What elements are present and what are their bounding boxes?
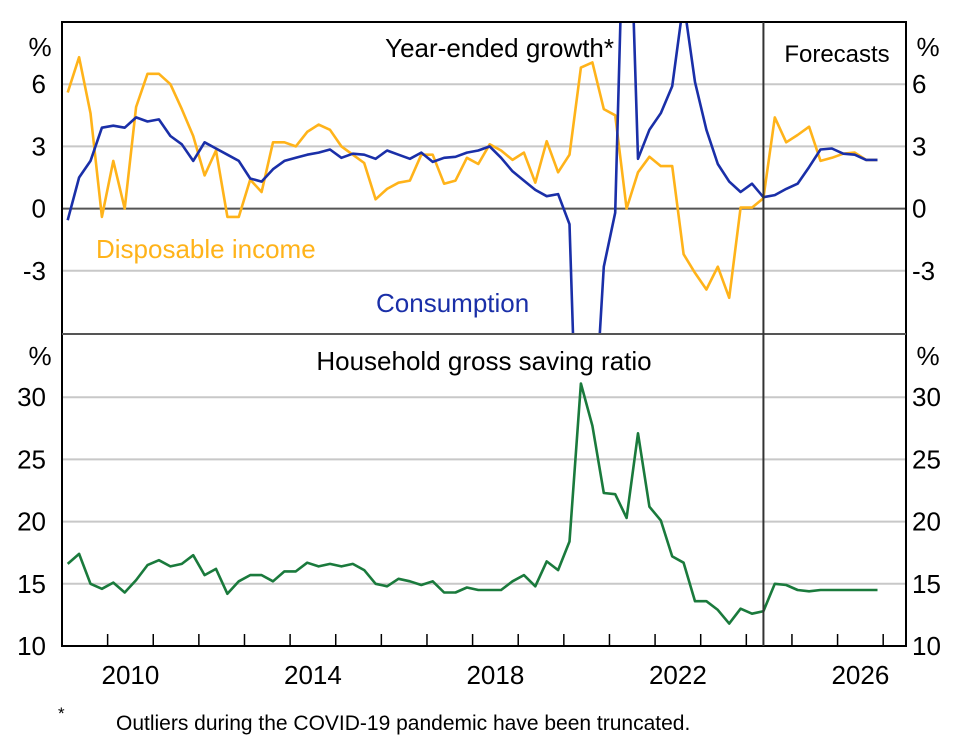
series-line-household-gross-saving-ratio <box>66 382 878 625</box>
top-right-unit-label: % <box>916 32 939 62</box>
series-line-consumption <box>66 22 878 333</box>
top-panel-title: Year-ended growth* <box>385 33 614 63</box>
x-tick-label: 2018 <box>466 660 524 690</box>
x-tick-label: 2014 <box>284 660 342 690</box>
y-tick-label-left: 20 <box>17 507 46 537</box>
y-tick-label-left: 15 <box>17 569 46 599</box>
x-axis-labels: 2010 2014 2018 2022 2026 <box>102 660 890 690</box>
forecasts-label: Forecasts <box>784 41 889 68</box>
consumption-label: Consumption <box>376 288 529 318</box>
series-line-disposable-income <box>66 55 878 300</box>
disposable-income-label: Disposable income <box>96 234 316 264</box>
y-tick-label-right: 3 <box>912 131 926 161</box>
top-left-unit-label: % <box>28 32 51 62</box>
bottom-panel-title: Household gross saving ratio <box>316 346 651 376</box>
footnote-text: Outliers during the COVID-19 pandemic ha… <box>116 712 691 735</box>
y-axis-labels: -3 -3 0 0 3 3 6 6 10 10 15 15 20 20 25 25 30 30 <box>17 69 941 661</box>
y-tick-label-left: 6 <box>32 69 46 99</box>
y-tick-label-right: 25 <box>912 444 941 474</box>
y-tick-label-left: 25 <box>17 444 46 474</box>
x-tick-label: 2010 <box>102 660 160 690</box>
y-tick-label-right: 15 <box>912 569 941 599</box>
footnote-mark: * <box>58 704 65 723</box>
bottom-left-unit-label: % <box>28 341 51 371</box>
y-tick-label-right: -3 <box>912 256 935 286</box>
y-tick-label-right: 30 <box>912 382 941 412</box>
bottom-panel-gridlines <box>62 396 906 585</box>
y-tick-label-right: 20 <box>912 507 941 537</box>
y-tick-label-left: 30 <box>17 382 46 412</box>
y-tick-label-right: 10 <box>912 631 941 661</box>
y-tick-label-left: 10 <box>17 631 46 661</box>
bottom-panel-series <box>66 382 878 625</box>
y-tick-label-left: 3 <box>32 131 46 161</box>
y-tick-label-right: 0 <box>912 194 926 224</box>
y-tick-label-right: 6 <box>912 69 926 99</box>
y-tick-label-left: 0 <box>32 194 46 224</box>
x-tick-label: 2026 <box>831 660 889 690</box>
x-tick-label: 2022 <box>649 660 707 690</box>
bottom-right-unit-label: % <box>916 341 939 371</box>
chart-frame <box>61 21 907 647</box>
top-panel-series <box>66 22 878 333</box>
x-axis-ticks <box>106 634 884 646</box>
y-tick-label-left: -3 <box>23 256 46 286</box>
